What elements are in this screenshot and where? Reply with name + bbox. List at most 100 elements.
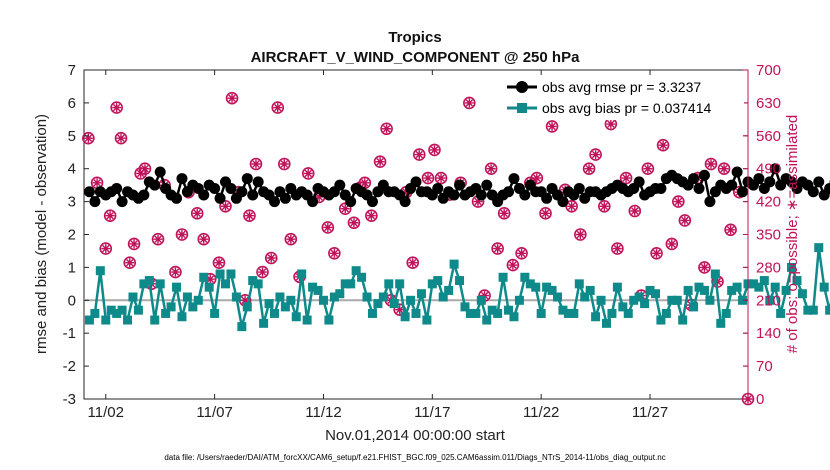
obs-possible-marker <box>574 228 587 241</box>
obs-possible-marker <box>365 209 378 222</box>
rmse-point <box>704 196 716 208</box>
obs-count-point <box>491 242 504 255</box>
rmse-point <box>519 189 531 201</box>
bias-point <box>150 315 160 325</box>
obs-count-point <box>212 256 226 270</box>
bias-point <box>814 243 824 253</box>
bias-point <box>166 302 176 312</box>
bias-point <box>438 292 448 302</box>
obs-count-point <box>717 162 731 175</box>
obs-possible-marker <box>151 232 165 246</box>
obs-assimilated-marker <box>136 168 146 178</box>
rmse-point <box>753 173 765 185</box>
obs-assimilated-marker <box>699 262 709 272</box>
bias-point <box>117 305 127 315</box>
obs-count-point <box>256 265 269 279</box>
obs-possible-marker <box>82 131 95 145</box>
bias-point <box>716 318 726 328</box>
obs-assimilated-marker <box>430 145 440 155</box>
y-tick-label: 6 <box>68 95 76 112</box>
bias-point <box>531 282 541 292</box>
obs-possible-marker <box>169 265 182 279</box>
bias-point <box>411 308 421 318</box>
obs-possible-marker <box>428 143 441 157</box>
obs-count-point <box>264 251 278 265</box>
bias-point <box>585 285 595 295</box>
bias-point <box>493 308 503 318</box>
obs-possible-marker <box>175 228 189 241</box>
y-tick-label: -2 <box>63 358 76 375</box>
obs-assimilated-marker <box>366 211 376 221</box>
rmse-point <box>410 176 422 188</box>
bias-point <box>672 295 682 305</box>
x-tick-label: 11/27 <box>632 404 668 421</box>
bias-point <box>144 276 154 286</box>
bias-point <box>400 312 410 322</box>
obs-assimilated-marker <box>273 103 283 113</box>
rmse-point <box>345 196 357 208</box>
obs-count-point <box>380 122 393 136</box>
obs-possible-marker <box>698 261 711 274</box>
obs-count-point <box>169 265 182 279</box>
obs-possible-marker <box>598 200 611 213</box>
obs-possible-marker <box>665 237 679 251</box>
obs-count-point <box>197 232 211 246</box>
bias-point <box>618 302 628 312</box>
bias-point <box>547 285 557 295</box>
rmse-point <box>764 176 776 188</box>
bias-point <box>248 276 258 286</box>
rmse-point <box>399 196 411 208</box>
obs-possible-marker <box>301 167 315 180</box>
obs-assimilated-marker <box>205 274 215 284</box>
bias-point <box>444 285 454 295</box>
bias-point <box>612 282 622 292</box>
obs-count-point <box>650 247 663 260</box>
obs-possible-marker <box>197 232 211 246</box>
bias-point <box>373 299 383 309</box>
y-axis-right: 0 70 140 210 280 350 420 490 560 630 700 <box>743 62 781 408</box>
bias-point <box>389 299 399 309</box>
obs-assimilated-marker <box>493 244 503 254</box>
obs-count-point <box>99 242 113 255</box>
rmse-point <box>737 186 749 198</box>
rmse-point <box>209 182 221 194</box>
chart-subtitle: AIRCRAFT_V_WIND_COMPONENT @ 250 hPa <box>251 49 581 66</box>
obs-possible-marker <box>406 256 420 270</box>
bias-point <box>416 289 426 299</box>
obs-possible-marker <box>338 202 352 215</box>
rmse-point <box>508 173 520 185</box>
obs-assimilated-marker <box>401 187 411 197</box>
rmse-point <box>247 189 259 201</box>
obs-possible-marker <box>271 101 285 114</box>
bias-point <box>221 279 231 289</box>
obs-assimilated-marker <box>575 230 585 239</box>
rmse-series <box>83 163 830 208</box>
obs-assimilated-marker <box>606 119 616 129</box>
rmse-point <box>176 173 188 185</box>
y2-tick-label: 280 <box>756 259 781 276</box>
obs-count-point <box>515 247 528 260</box>
rmse-point <box>154 166 166 178</box>
bias-point <box>139 279 149 289</box>
y-tick-label: 1 <box>68 259 76 276</box>
legend-bias-label: obs avg bias pr = 0.037414 <box>542 100 712 116</box>
obs-count-point <box>463 96 476 110</box>
obs-count-point <box>704 157 718 171</box>
obs-assimilated-marker <box>599 201 609 211</box>
obs-assimilated-marker <box>177 230 187 239</box>
obs-possible-marker <box>497 207 511 220</box>
bias-point <box>596 295 606 305</box>
obs-possible-marker <box>650 247 663 260</box>
bias-point <box>465 308 475 318</box>
obs-assimilated-marker <box>101 244 111 254</box>
obs-count-point <box>373 155 387 168</box>
bias-point <box>487 305 497 315</box>
footnote: data file: /Users/raeder/DAI/ATM_forcXX/… <box>164 453 665 462</box>
bias-point <box>765 295 775 305</box>
y-tick-label: 2 <box>68 227 76 244</box>
rmse-point <box>731 166 743 178</box>
obs-assimilated-marker <box>414 150 424 160</box>
obs-count-point <box>598 200 611 213</box>
obs-assimilated-marker <box>680 215 690 225</box>
obs-assimilated-marker <box>83 133 93 143</box>
